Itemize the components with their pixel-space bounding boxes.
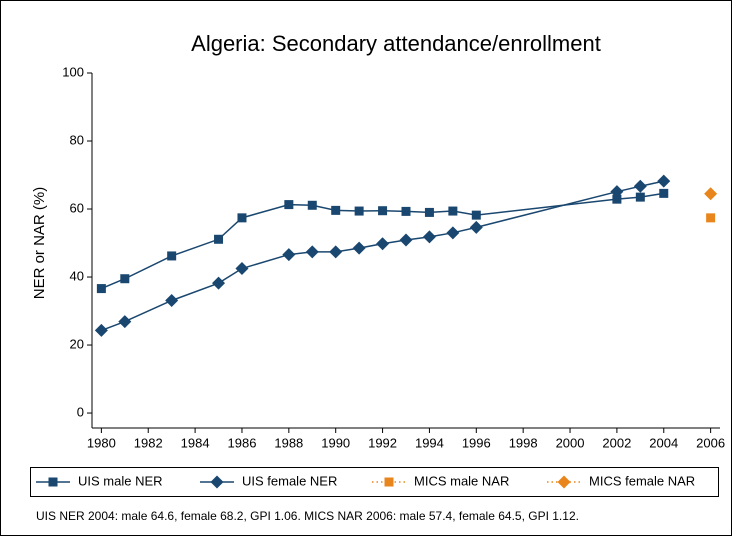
x-tick-label: 1998 <box>509 435 538 450</box>
x-tick-label: 1996 <box>462 435 491 450</box>
data-point <box>704 187 718 201</box>
legend-label: MICS female NAR <box>589 473 695 488</box>
x-tick-label: 1988 <box>274 435 303 450</box>
data-point <box>118 315 132 329</box>
y-tick-label: 80 <box>70 132 84 147</box>
legend-label: UIS female NER <box>242 473 337 488</box>
x-tick-label: 2006 <box>696 435 725 450</box>
data-point <box>424 207 434 217</box>
data-point <box>167 251 177 261</box>
data-point <box>659 188 669 198</box>
data-point <box>284 200 294 210</box>
data-point <box>376 237 390 251</box>
x-tick-label: 1982 <box>134 435 163 450</box>
note: UIS NER 2004: male 64.6, female 68.2, GP… <box>36 509 579 523</box>
legend-marker <box>384 477 394 487</box>
data-point <box>307 200 317 210</box>
data-point <box>633 179 647 193</box>
data-point <box>96 284 106 294</box>
x-tick-label: 1980 <box>87 435 116 450</box>
data-point <box>706 213 716 223</box>
data-point <box>422 230 436 244</box>
x-tick-label: 1984 <box>181 435 210 450</box>
data-point <box>352 241 366 255</box>
chart-title: Algeria: Secondary attendance/enrollment <box>191 31 601 56</box>
data-point <box>471 210 481 220</box>
x-tick-label: 1994 <box>415 435 444 450</box>
legend-label: MICS male NAR <box>414 473 509 488</box>
data-point <box>282 248 296 262</box>
legend-marker <box>48 477 58 487</box>
data-point <box>235 262 249 276</box>
data-point <box>401 206 411 216</box>
data-point <box>446 226 460 240</box>
legend-marker <box>210 475 224 489</box>
y-tick-label: 60 <box>70 200 84 215</box>
data-point <box>214 234 224 244</box>
data-point <box>635 192 645 202</box>
x-tick-label: 2000 <box>556 435 585 450</box>
data-point <box>610 185 624 199</box>
y-tick-label: 0 <box>77 404 84 419</box>
data-point <box>212 276 226 290</box>
data-point <box>612 194 622 204</box>
data-point <box>378 206 388 216</box>
data-point <box>120 274 130 284</box>
data-point <box>399 233 413 247</box>
data-point <box>305 245 319 259</box>
data-point <box>448 206 458 216</box>
data-point <box>354 206 364 216</box>
x-tick-label: 2004 <box>649 435 678 450</box>
data-point <box>165 293 179 307</box>
legend-label: UIS male NER <box>78 473 163 488</box>
data-point <box>331 205 341 215</box>
x-tick-label: 1986 <box>228 435 257 450</box>
x-tick-label: 2002 <box>602 435 631 450</box>
data-point <box>94 323 108 337</box>
y-tick-label: 20 <box>70 336 84 351</box>
legend-marker <box>557 475 571 489</box>
data-point <box>329 245 343 259</box>
y-axis-label: NER or NAR (%) <box>31 187 48 300</box>
data-point <box>237 213 247 223</box>
y-tick-label: 100 <box>62 64 84 79</box>
x-tick-label: 1992 <box>368 435 397 450</box>
y-tick-label: 40 <box>70 268 84 283</box>
legend <box>30 467 719 497</box>
data-point <box>469 220 483 234</box>
data-point <box>657 174 671 188</box>
x-tick-label: 1990 <box>321 435 350 450</box>
